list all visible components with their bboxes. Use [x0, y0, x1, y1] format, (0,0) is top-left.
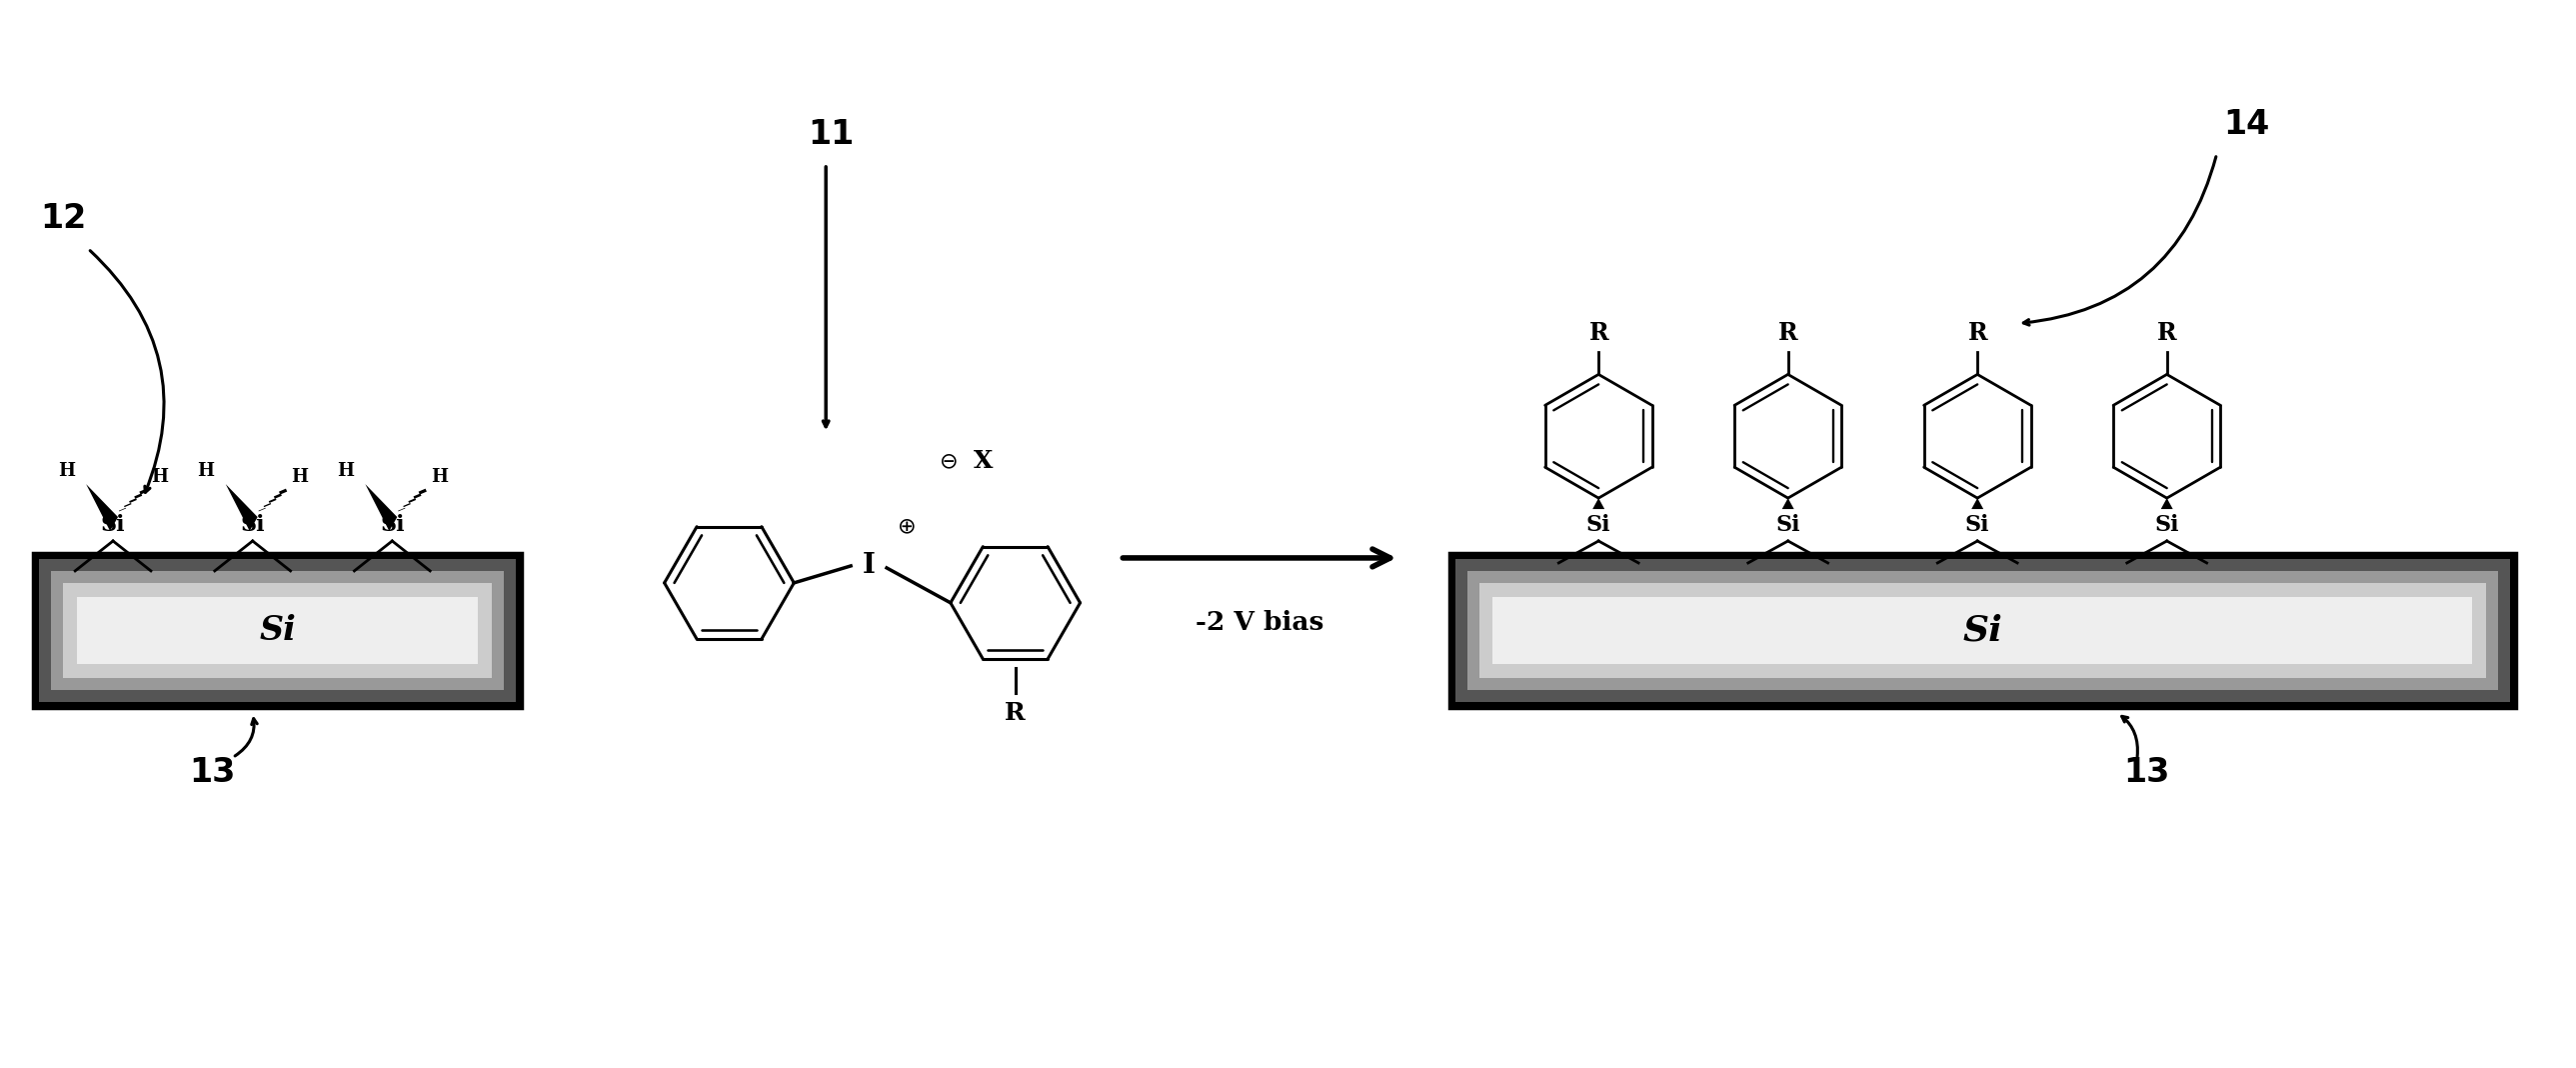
- Polygon shape: [1592, 498, 1605, 509]
- Text: Si: Si: [2154, 514, 2179, 536]
- Text: Si: Si: [100, 514, 126, 536]
- Text: H: H: [337, 462, 353, 481]
- Text: I: I: [863, 552, 876, 580]
- Bar: [39, 559, 515, 702]
- Bar: [1479, 583, 2486, 677]
- Polygon shape: [1783, 498, 1793, 509]
- Text: H: H: [430, 468, 448, 486]
- Bar: [77, 597, 479, 663]
- Text: Si: Si: [1587, 514, 1610, 536]
- Text: R: R: [1589, 320, 1607, 345]
- Bar: [52, 571, 505, 690]
- Text: 14: 14: [2223, 108, 2269, 141]
- Text: Si: Si: [1775, 514, 1801, 536]
- Text: X: X: [974, 450, 994, 473]
- Text: Si: Si: [1963, 613, 2002, 647]
- Text: R: R: [1005, 701, 1025, 724]
- Text: 13: 13: [191, 756, 237, 789]
- Bar: [33, 553, 523, 707]
- Text: R: R: [1968, 320, 1986, 345]
- Polygon shape: [1971, 498, 1984, 509]
- Bar: [1494, 597, 2473, 663]
- Text: 12: 12: [41, 202, 85, 235]
- Text: 11: 11: [809, 117, 855, 151]
- Text: Si: Si: [1965, 514, 1989, 536]
- Bar: [1450, 553, 2517, 707]
- Text: H: H: [57, 462, 75, 481]
- Bar: [64, 583, 492, 677]
- Polygon shape: [366, 484, 397, 531]
- Bar: [1466, 571, 2499, 690]
- Text: R: R: [2156, 320, 2177, 345]
- Text: ⊕: ⊕: [896, 516, 917, 536]
- Text: -2 V bias: -2 V bias: [1195, 610, 1324, 635]
- Text: Si: Si: [240, 514, 265, 536]
- Text: H: H: [152, 468, 167, 486]
- Text: H: H: [198, 462, 214, 481]
- Text: 13: 13: [2123, 756, 2169, 789]
- Text: R: R: [1777, 320, 1798, 345]
- Polygon shape: [2161, 498, 2172, 509]
- Polygon shape: [227, 484, 258, 531]
- Text: ⊖: ⊖: [940, 451, 958, 471]
- Text: Si: Si: [260, 614, 296, 647]
- Bar: [1455, 559, 2509, 702]
- Text: H: H: [291, 468, 309, 486]
- Polygon shape: [85, 484, 118, 531]
- Text: Si: Si: [379, 514, 404, 536]
